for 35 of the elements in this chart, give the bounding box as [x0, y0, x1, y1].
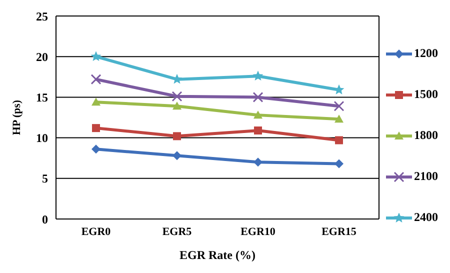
point — [172, 151, 182, 160]
point — [334, 100, 344, 112]
y-tick-label: 10 — [36, 131, 48, 146]
point — [254, 126, 262, 134]
point — [252, 92, 264, 102]
point — [90, 51, 102, 62]
y-axis-title: HP (ps) — [10, 100, 23, 136]
y-tick-label: 5 — [42, 172, 48, 186]
point — [172, 102, 182, 110]
point — [92, 144, 100, 154]
point — [92, 98, 100, 106]
legend-label: 2100 — [414, 169, 438, 184]
point — [252, 70, 264, 81]
y-tick-label: 25 — [36, 9, 48, 24]
point — [335, 136, 343, 144]
x-tick-label: EGR5 — [162, 226, 192, 238]
x-tick-label: EGR10 — [240, 226, 276, 238]
legend-label: 1500 — [414, 87, 438, 102]
point — [254, 110, 262, 119]
legend-label: 1200 — [414, 46, 438, 61]
legend-label: 2400 — [414, 210, 438, 225]
point — [173, 132, 181, 140]
x-axis-title: EGR Rate (%) — [180, 248, 256, 262]
point — [172, 91, 182, 102]
point — [90, 74, 102, 85]
y-tick-label: 15 — [36, 90, 48, 104]
point — [334, 159, 344, 168]
y-tick-label: 0 — [42, 212, 48, 226]
y-tick-label: 20 — [36, 50, 48, 64]
point — [92, 124, 100, 132]
legend-label: 1800 — [414, 128, 438, 143]
point — [334, 114, 344, 123]
point — [254, 158, 262, 167]
x-tick-label: EGR0 — [81, 226, 112, 238]
x-tick-label: EGR15 — [322, 226, 357, 238]
